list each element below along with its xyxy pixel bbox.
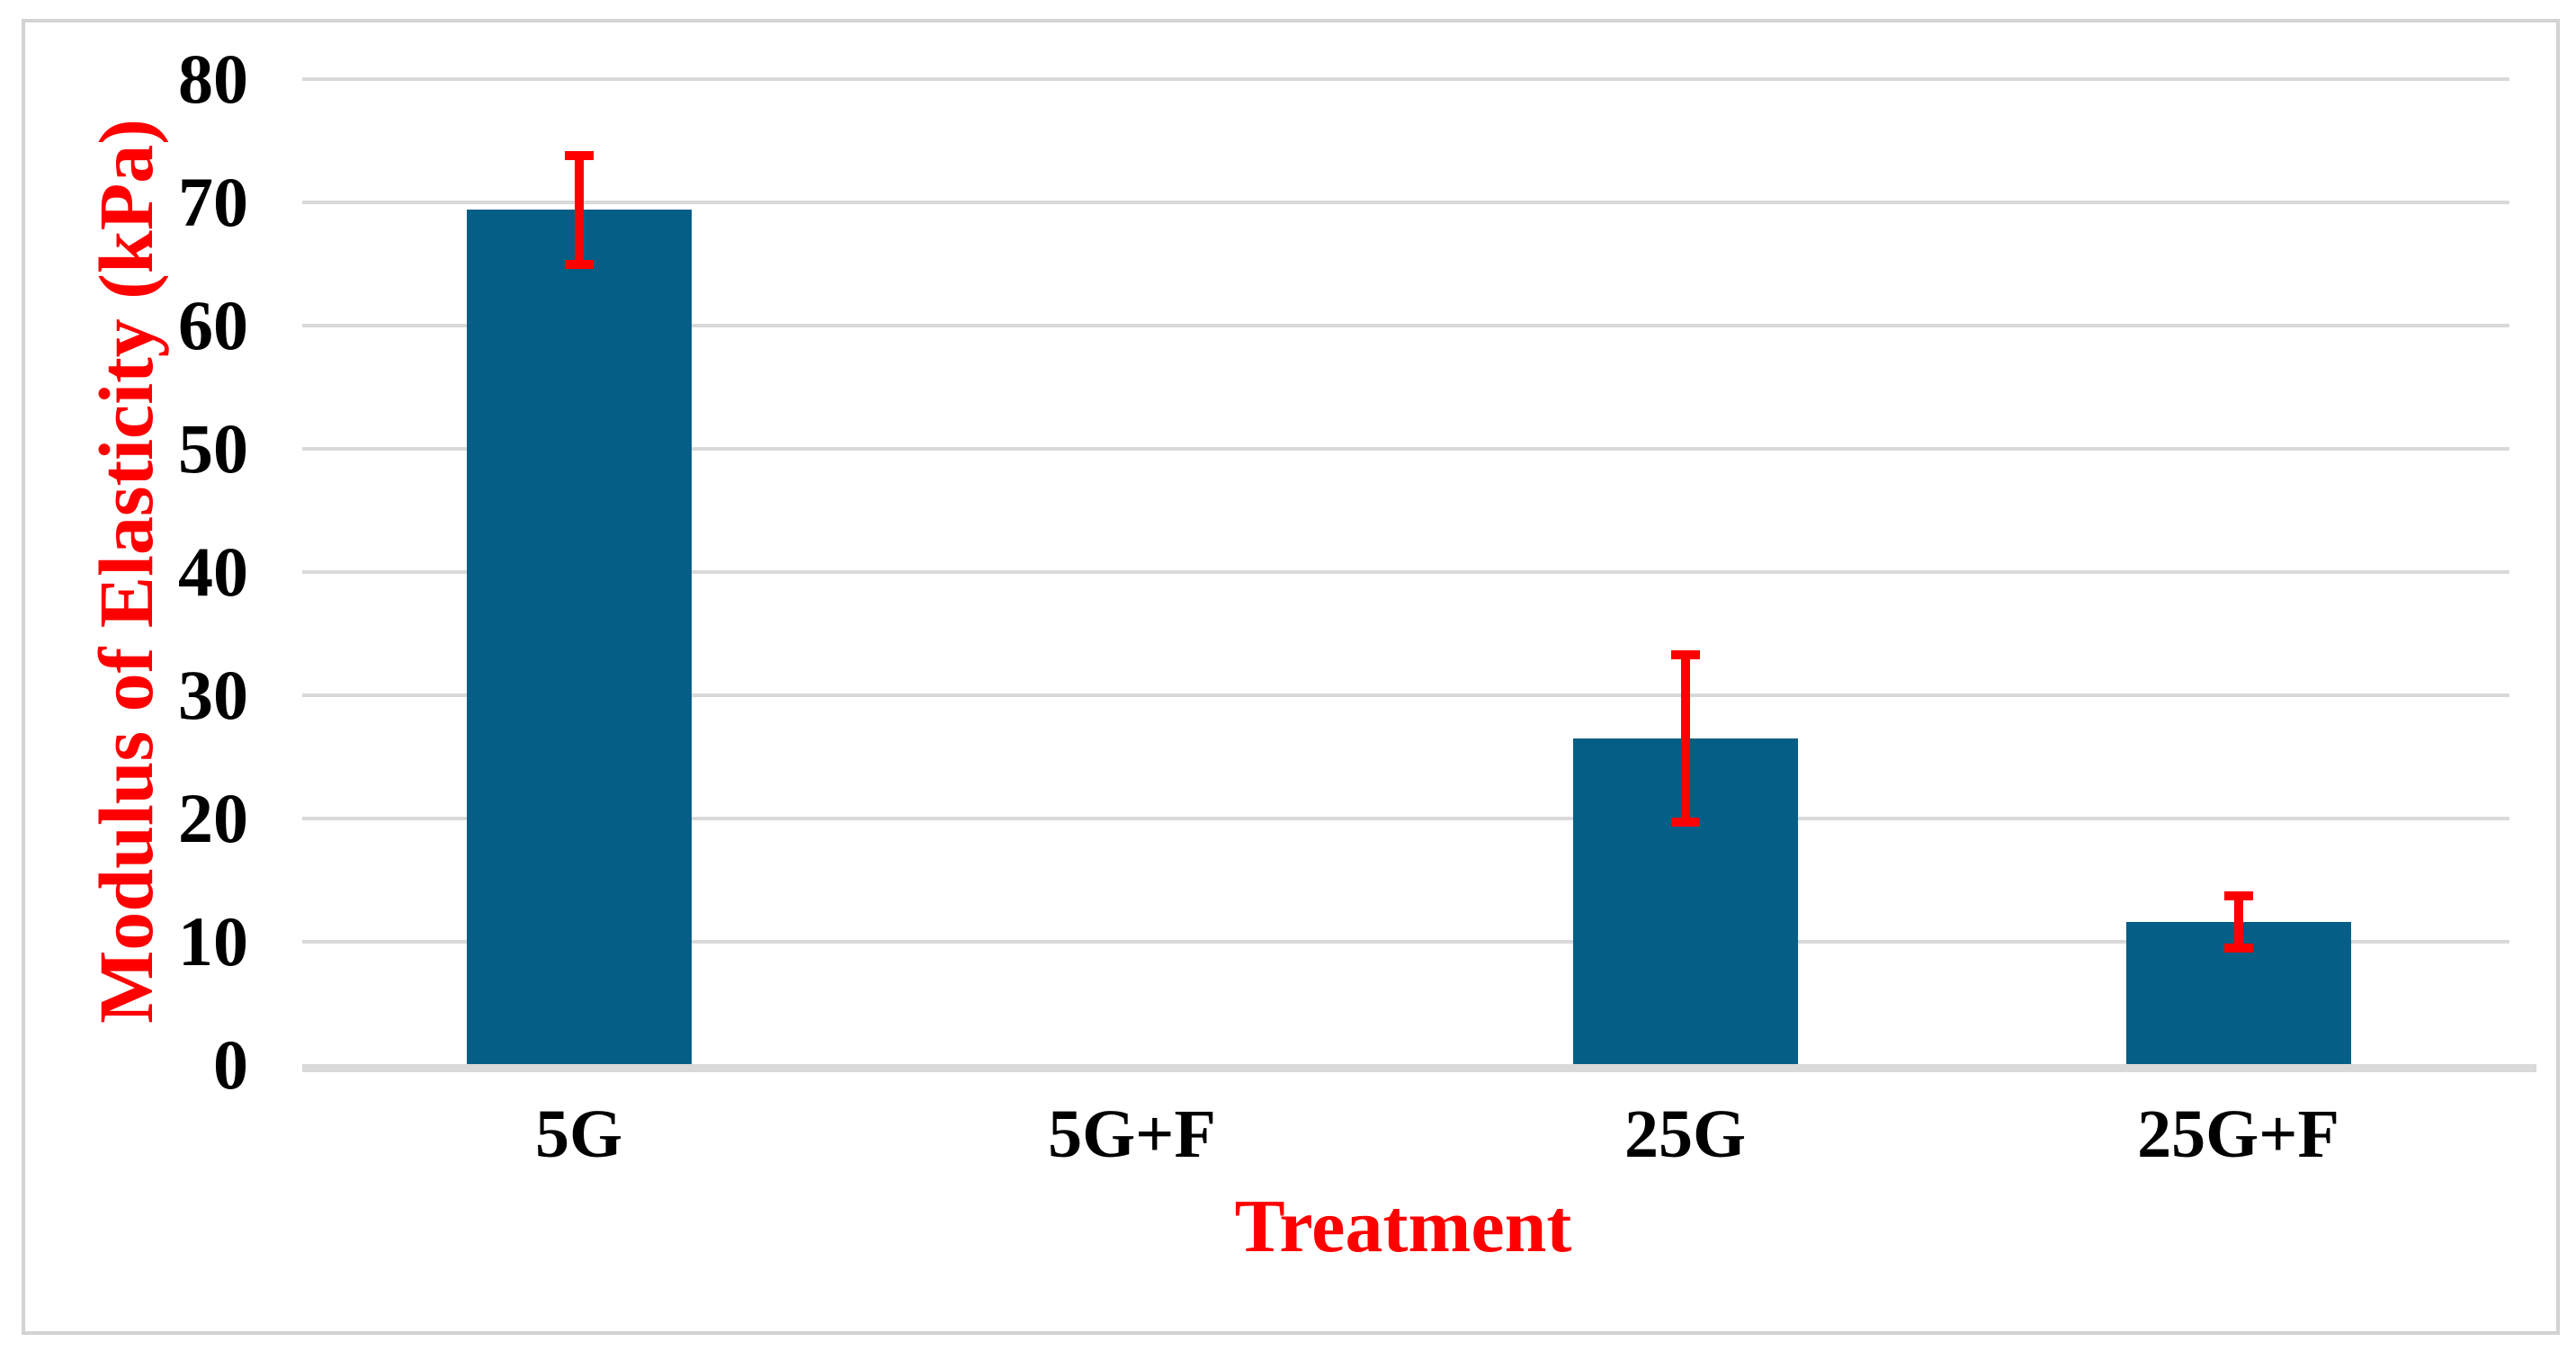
- x-axis-line: [302, 1064, 2536, 1072]
- figure-border: [22, 19, 2560, 1335]
- y-axis-tick-label: 70: [178, 163, 248, 241]
- error-bar-line: [2233, 896, 2243, 948]
- x-axis-title: Treatment: [1234, 1185, 1572, 1268]
- x-axis-tick-label: 5G: [534, 1096, 623, 1172]
- error-bar-top-cap: [1670, 649, 1700, 659]
- error-bar-top-cap: [564, 150, 594, 160]
- gridline: [302, 817, 2509, 820]
- error-bar-top-cap: [2223, 891, 2253, 901]
- gridline: [302, 570, 2509, 574]
- error-bar-line: [574, 155, 584, 264]
- bar: [466, 210, 692, 1065]
- gridline: [302, 693, 2509, 697]
- error-bar-line: [1680, 654, 1690, 823]
- x-axis-tick-label: 5G+F: [1048, 1096, 1216, 1172]
- y-axis-tick-label: 60: [178, 286, 248, 364]
- y-axis-tick-label: 20: [178, 779, 248, 857]
- y-axis-tick-label: 80: [178, 40, 248, 118]
- gridline: [302, 447, 2509, 451]
- error-bar-bottom-cap: [1670, 818, 1700, 828]
- gridline: [302, 324, 2509, 327]
- y-axis-tick-label: 50: [178, 409, 248, 488]
- y-axis-tick-label: 10: [178, 902, 248, 980]
- error-bar-bottom-cap: [564, 259, 594, 269]
- error-bar-bottom-cap: [2223, 943, 2253, 953]
- y-axis-tick-label: 40: [178, 532, 248, 611]
- gridline: [302, 77, 2509, 81]
- gridline: [302, 940, 2509, 944]
- y-axis-tick-label: 0: [213, 1025, 248, 1104]
- x-axis-tick-label: 25G: [1623, 1096, 1747, 1172]
- gridline: [302, 201, 2509, 204]
- y-axis-tick-label: 30: [178, 656, 248, 734]
- x-axis-tick-label: 25G+F: [2137, 1096, 2339, 1172]
